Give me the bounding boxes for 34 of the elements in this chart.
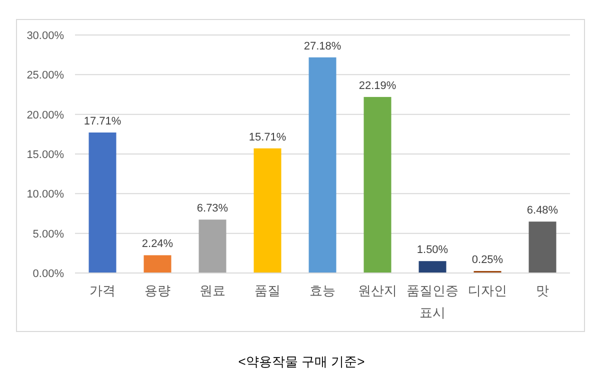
x-tick-label: 품질인증 표시 <box>406 283 458 320</box>
x-tick-label: 용량 <box>144 283 170 298</box>
bar <box>528 222 556 273</box>
x-tick-label: 효능 <box>310 283 336 298</box>
x-tick-label: 원료 <box>200 283 226 298</box>
bar <box>418 261 446 273</box>
data-label: 17.71% <box>84 116 122 128</box>
data-label: 27.18% <box>304 40 342 52</box>
data-label: 6.48% <box>526 204 558 217</box>
x-tick-label: 맛 <box>536 283 549 298</box>
data-label: 0.25% <box>472 254 504 266</box>
data-label: 22.19% <box>358 80 396 92</box>
y-tick-label: 15.00% <box>26 149 64 161</box>
y-tick-label: 30.00% <box>26 30 64 42</box>
bar <box>88 132 116 273</box>
x-tick-label: 품질 <box>254 283 280 298</box>
y-tick-label: 0.00% <box>32 268 64 280</box>
bar <box>198 220 226 273</box>
text: <약용작물 구매 기준> <box>238 354 365 369</box>
y-tick-label: 5.00% <box>32 228 64 240</box>
x-tick-label: 원산지 <box>358 283 397 298</box>
bar <box>254 148 282 273</box>
data-label: 1.50% <box>416 244 448 256</box>
data-label: 2.24% <box>142 238 174 250</box>
y-tick-label: 20.00% <box>26 109 64 122</box>
x-tick-label: 디자인 <box>468 283 507 298</box>
x-tick-label: 가격 <box>90 283 116 298</box>
bar <box>364 96 392 273</box>
bar <box>308 57 336 273</box>
y-tick-label: 10.00% <box>26 188 64 201</box>
data-label: 15.71% <box>248 131 286 144</box>
y-tick-label: 25.00% <box>26 70 64 82</box>
bar <box>144 255 172 273</box>
data-label: 6.73% <box>196 202 228 215</box>
